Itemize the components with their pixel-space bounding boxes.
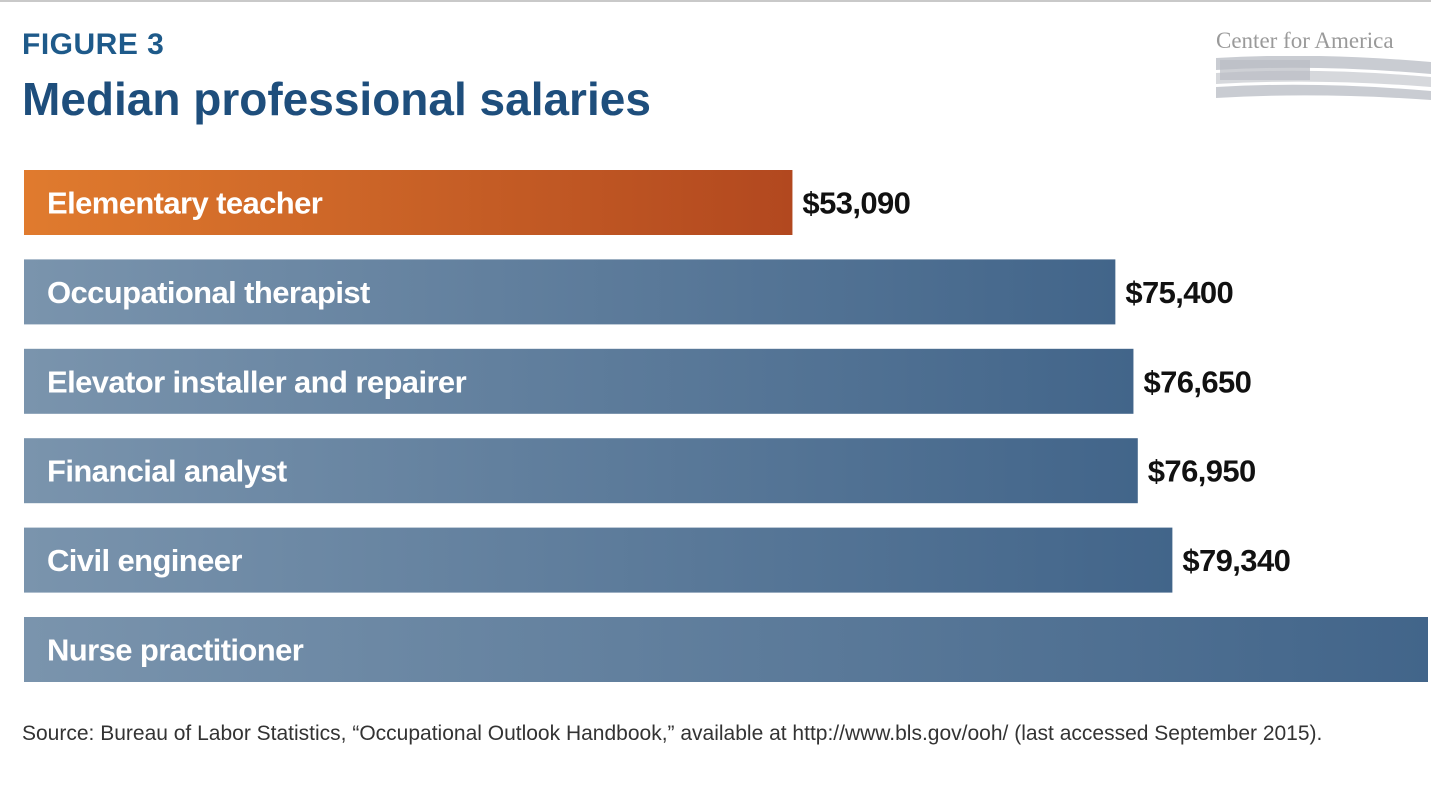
category-label: Elementary teacher xyxy=(47,186,323,221)
logo-text: Center for America xyxy=(1216,28,1394,53)
flag-icon xyxy=(1216,56,1431,100)
category-label: Nurse practitioner xyxy=(47,633,304,668)
bar-elevator-installer-and-repairer xyxy=(24,348,1134,414)
figure-title: Median professional salaries xyxy=(22,73,651,125)
value-label: $79,340 xyxy=(1182,543,1290,578)
category-label: Financial analyst xyxy=(47,454,287,489)
figure-label: FIGURE 3 xyxy=(22,28,165,61)
value-label: $53,090 xyxy=(802,186,910,221)
bar-civil-engineer xyxy=(24,527,1173,593)
bar-financial-analyst xyxy=(24,438,1138,504)
organization-logo: Center for America xyxy=(1216,26,1431,110)
bar-nurse-practitioner xyxy=(24,617,1428,682)
value-label: $75,400 xyxy=(1125,275,1233,310)
value-label: $76,950 xyxy=(1148,454,1256,489)
bar-elementary-teacher xyxy=(24,170,793,235)
value-label: $76,650 xyxy=(1143,364,1251,399)
category-label: Civil engineer xyxy=(47,543,242,578)
bar-occupational-therapist xyxy=(24,259,1116,325)
source-note: Source: Bureau of Labor Statistics, “Occ… xyxy=(22,722,1323,745)
category-label: Elevator installer and repairer xyxy=(47,364,467,399)
category-label: Occupational therapist xyxy=(47,275,370,310)
bar-chart: Elementary teacher $53,090 Occupational th… xyxy=(24,170,1428,682)
